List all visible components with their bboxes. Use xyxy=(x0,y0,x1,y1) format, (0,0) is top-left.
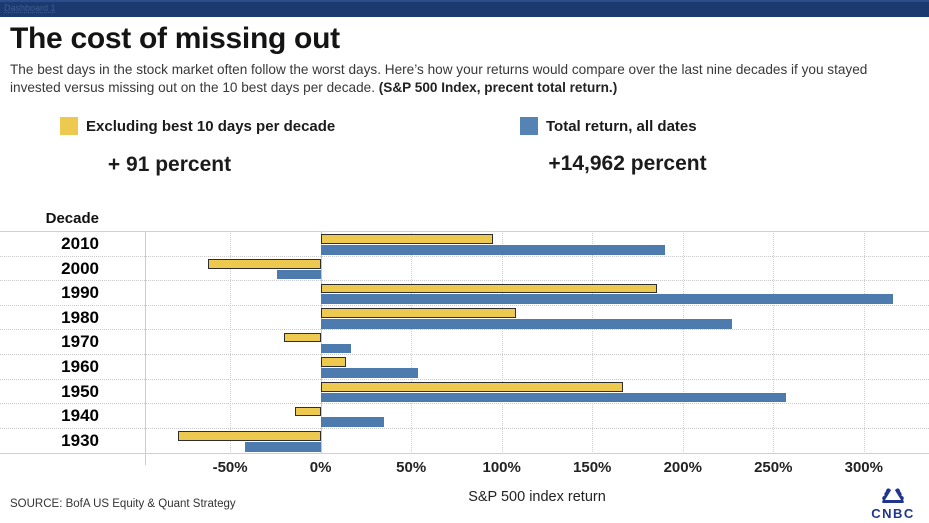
row-plot-1950 xyxy=(145,380,929,404)
dashboard-tab-bar: Dashboard 1 xyxy=(0,0,929,17)
peacock-icon xyxy=(882,487,904,512)
x-tick-0: 0% xyxy=(309,459,332,476)
row-label-1940: 1940 xyxy=(61,406,99,426)
bar-chart: Decade 2010 2000 1990 1980 1970 1960 1950 1940 1… xyxy=(0,210,929,476)
x-axis-title: S&P 500 index return xyxy=(468,489,606,505)
bar-2010-total-return[interactable] xyxy=(320,245,665,255)
bar-1950-total-return[interactable] xyxy=(320,392,786,403)
chart-rows: 2010 2000 1990 1980 1970 1960 1950 1940 1930 xyxy=(0,231,929,455)
row-label-1950: 1950 xyxy=(61,381,99,401)
legend-label-total: Total return, all dates xyxy=(546,117,697,135)
x-tick--50: -50% xyxy=(212,459,248,476)
bar-2000-excluding-best-10[interactable] xyxy=(208,258,321,269)
bar-1930-excluding-best-10[interactable] xyxy=(177,431,321,441)
page-title: The cost of missing out xyxy=(10,22,340,55)
row-plot-1930 xyxy=(145,429,929,454)
summary-value-excluding: + 91 percent xyxy=(107,153,232,176)
subtitle-note: (S&P 500 Index, precent total return.) xyxy=(378,79,618,95)
bar-1950-excluding-best-10[interactable] xyxy=(320,381,623,392)
chart-row-1990: 1990 xyxy=(0,281,929,306)
bar-1940-total-return[interactable] xyxy=(320,417,384,427)
row-plot-1960 xyxy=(145,355,929,379)
gridline-150 xyxy=(592,231,594,454)
x-tick-200: 200% xyxy=(663,459,702,476)
bar-1980-total-return[interactable] xyxy=(320,318,732,329)
bar-1990-total-return[interactable] xyxy=(320,294,893,304)
x-tick-250: 250% xyxy=(754,459,793,476)
chart-row-1960: 1960 xyxy=(0,355,929,380)
chart-row-1940: 1940 xyxy=(0,404,929,429)
chart-row-1970: 1970 xyxy=(0,330,929,355)
gridline-300 xyxy=(863,231,865,454)
chart-row-1980: 1980 xyxy=(0,306,929,331)
x-tick-300: 300% xyxy=(844,459,883,476)
row-label-1970: 1970 xyxy=(61,332,99,352)
x-tick-50: 50% xyxy=(396,459,427,476)
x-tick-100: 100% xyxy=(482,459,521,476)
y-axis-header: Decade xyxy=(45,210,99,227)
bar-1930-total-return[interactable] xyxy=(244,441,321,452)
bar-1970-total-return[interactable] xyxy=(320,343,352,354)
bar-2000-total-return[interactable] xyxy=(277,269,321,280)
bar-2010-excluding-best-10[interactable] xyxy=(320,234,493,244)
legend-label-excluding: Excluding best 10 days per decade xyxy=(86,117,336,135)
legend-swatch-yellow xyxy=(60,117,78,135)
row-plot-1940 xyxy=(145,404,929,428)
summary-value-total: +14,962 percent xyxy=(548,152,707,175)
row-label-1930: 1930 xyxy=(61,430,99,450)
chart-row-1950: 1950 xyxy=(0,380,929,405)
chart-row-2010: 2010 xyxy=(0,232,929,257)
source-credit: SOURCE: BofA US Equity & Quant Strategy xyxy=(10,498,236,510)
gridline-250 xyxy=(773,231,775,454)
gridline-50 xyxy=(411,231,413,454)
cnbc-logo: CNBC xyxy=(862,473,924,521)
x-tick-150: 150% xyxy=(573,459,612,476)
gridline-0 xyxy=(320,231,322,454)
bar-1970-excluding-best-10[interactable] xyxy=(284,332,321,343)
row-label-2010: 2010 xyxy=(61,234,99,253)
subtitle-text: The best days in the stock market often … xyxy=(10,62,868,95)
legend-swatch-blue xyxy=(520,117,538,135)
gridline-100 xyxy=(501,231,503,454)
row-label-2000: 2000 xyxy=(61,258,99,278)
row-plot-2000 xyxy=(145,257,929,281)
row-label-1960: 1960 xyxy=(61,356,99,376)
row-label-1980: 1980 xyxy=(61,307,99,327)
bar-1960-total-return[interactable] xyxy=(320,368,419,378)
gridlines xyxy=(145,231,929,454)
legend-item-total[interactable]: Total return, all dates xyxy=(520,117,697,135)
chart-row-1930: 1930 xyxy=(0,429,929,454)
bar-1960-excluding-best-10[interactable] xyxy=(320,357,346,367)
bar-1980-excluding-best-10[interactable] xyxy=(320,308,517,318)
bar-1940-excluding-best-10[interactable] xyxy=(295,406,321,417)
legend-item-excluding[interactable]: Excluding best 10 days per decade xyxy=(60,117,335,135)
cnbc-wordmark: CNBC xyxy=(871,506,915,521)
row-plot-2010 xyxy=(145,232,929,256)
bar-1990-excluding-best-10[interactable] xyxy=(320,283,658,294)
row-plot-1970 xyxy=(145,330,929,354)
dashboard-tab[interactable]: Dashboard 1 xyxy=(4,3,56,13)
row-plot-1980 xyxy=(145,306,929,330)
gridline--50 xyxy=(230,231,232,454)
x-axis: -50% 0% 50% 100% 150% 200% 250% 300% xyxy=(145,459,929,479)
gridline-200 xyxy=(682,231,684,454)
chart-subtitle: The best days in the stock market often … xyxy=(10,61,898,96)
row-label-1990: 1990 xyxy=(61,283,99,303)
chart-row-2000: 2000 xyxy=(0,257,929,282)
row-plot-1990 xyxy=(145,281,929,305)
y-axis-line xyxy=(145,231,146,465)
